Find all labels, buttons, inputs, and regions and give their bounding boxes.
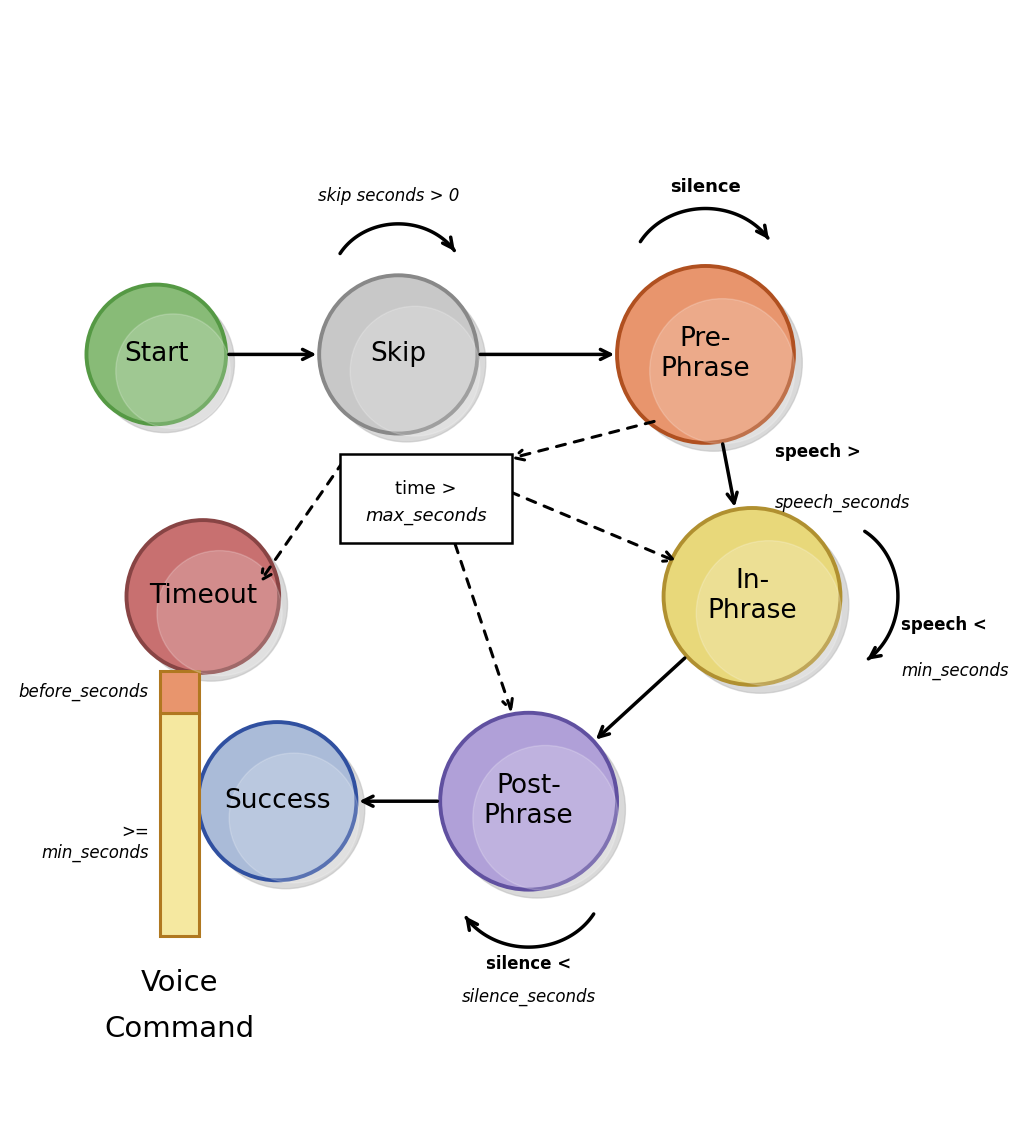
Circle shape <box>116 314 230 429</box>
Text: silence: silence <box>670 179 740 197</box>
Circle shape <box>697 541 841 686</box>
Circle shape <box>350 306 480 437</box>
Text: silence_seconds: silence_seconds <box>462 987 596 1005</box>
Circle shape <box>126 520 279 673</box>
Circle shape <box>650 299 794 443</box>
Text: min_seconds: min_seconds <box>901 662 1009 680</box>
Circle shape <box>617 266 794 442</box>
Circle shape <box>672 516 849 694</box>
Text: silence <: silence < <box>486 955 572 973</box>
Text: speech_seconds: speech_seconds <box>775 495 910 513</box>
Circle shape <box>473 746 618 890</box>
Circle shape <box>229 753 359 882</box>
Circle shape <box>663 508 840 684</box>
Text: Pre-
Phrase: Pre- Phrase <box>661 326 751 382</box>
Text: >=
min_seconds: >= min_seconds <box>42 823 148 862</box>
Circle shape <box>440 713 617 889</box>
Text: Success: Success <box>224 788 331 814</box>
Circle shape <box>206 730 365 889</box>
Text: Voice: Voice <box>140 969 219 997</box>
Circle shape <box>319 275 477 433</box>
Text: Post-
Phrase: Post- Phrase <box>484 773 574 829</box>
Bar <box>160 713 199 936</box>
Circle shape <box>448 721 625 898</box>
Text: max_seconds: max_seconds <box>365 507 487 525</box>
Text: time >: time > <box>396 480 457 498</box>
Circle shape <box>157 550 282 675</box>
Text: skip seconds > 0: skip seconds > 0 <box>318 188 460 206</box>
Text: Command: Command <box>105 1015 254 1044</box>
Circle shape <box>86 284 226 424</box>
Circle shape <box>135 529 288 681</box>
Circle shape <box>95 293 235 432</box>
Circle shape <box>327 283 486 442</box>
Circle shape <box>625 274 802 451</box>
Text: Skip: Skip <box>370 341 426 367</box>
Text: Start: Start <box>124 341 188 367</box>
Text: speech <: speech < <box>901 615 986 633</box>
Bar <box>160 671 199 713</box>
Text: speech >: speech > <box>775 443 861 462</box>
Text: In-
Phrase: In- Phrase <box>707 568 797 624</box>
Circle shape <box>198 722 356 880</box>
Text: before_seconds: before_seconds <box>19 683 148 702</box>
Text: Timeout: Timeout <box>148 583 257 609</box>
FancyBboxPatch shape <box>340 455 513 542</box>
